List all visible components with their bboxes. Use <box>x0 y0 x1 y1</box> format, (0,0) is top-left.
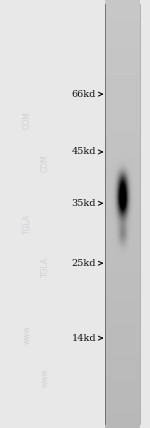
Text: 14kd: 14kd <box>71 333 102 343</box>
Text: 25kd: 25kd <box>72 259 102 268</box>
Text: 66kd: 66kd <box>72 89 102 99</box>
Text: TGLA.: TGLA. <box>22 211 32 234</box>
Text: 45kd: 45kd <box>72 147 102 157</box>
Text: www.: www. <box>40 366 50 387</box>
Text: COM: COM <box>22 111 32 129</box>
Text: TGLA.: TGLA. <box>40 254 50 276</box>
Text: www.: www. <box>22 324 32 344</box>
Text: COM: COM <box>40 154 50 172</box>
Text: 35kd: 35kd <box>72 199 102 208</box>
